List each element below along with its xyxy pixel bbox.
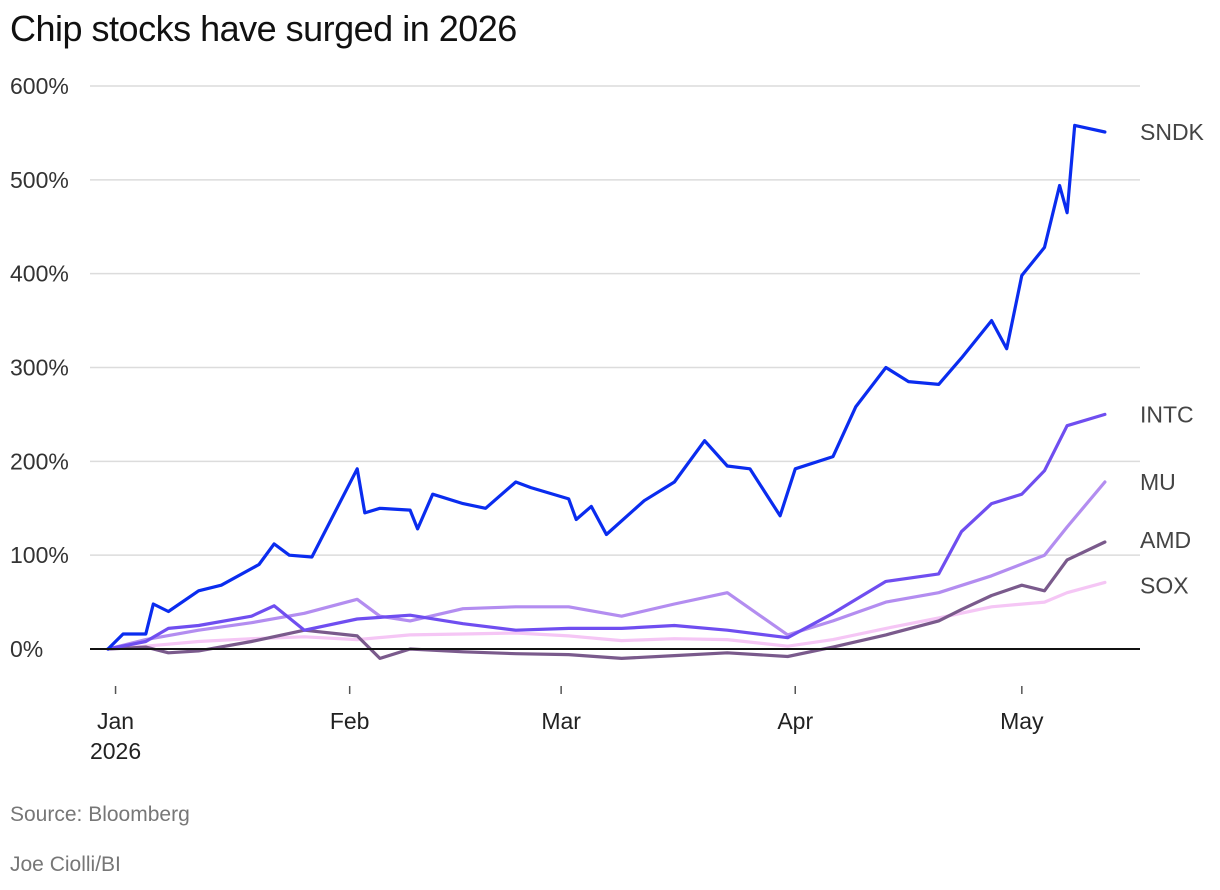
y-tick-label: 200% (10, 448, 69, 474)
x-tick-label: Jan (97, 708, 134, 734)
y-tick-label: 300% (10, 355, 69, 381)
series-label-sndk: SNDK (1140, 119, 1205, 145)
series-line-mu (106, 480, 1107, 651)
y-tick-label: 500% (10, 167, 69, 193)
y-tick-label: 600% (10, 73, 69, 99)
credit-line: Joe Ciolli/BI (10, 853, 121, 876)
series-label-amd: AMD (1140, 527, 1191, 553)
series-line-intc (106, 412, 1107, 651)
series-labels: SOX AMD MU INTC SNDK (1140, 119, 1205, 598)
x-tick-label: May (1000, 708, 1044, 734)
source-note: Source: Bloomberg (10, 803, 190, 826)
series-label-sox: SOX (1140, 572, 1189, 598)
series-line-amd (106, 540, 1107, 660)
y-axis-labels: 0% 100% 200% 300% 400% 500% 600% (10, 73, 69, 662)
x-tick-sublabel: 2026 (90, 738, 141, 764)
series-lines (106, 123, 1107, 660)
chart-title: Chip stocks have surged in 2026 (10, 8, 517, 49)
gridlines (90, 85, 1140, 556)
series-label-intc: INTC (1140, 401, 1194, 427)
x-axis: Jan 2026 Feb Mar Apr May (90, 686, 1044, 764)
x-tick-label: Mar (541, 708, 581, 734)
x-tick-label: Apr (777, 708, 813, 734)
series-label-mu: MU (1140, 469, 1176, 495)
x-tick-label: Feb (330, 708, 370, 734)
y-tick-label: 0% (10, 636, 43, 662)
series-line-sndk (106, 123, 1107, 651)
y-tick-label: 100% (10, 542, 69, 568)
y-tick-label: 400% (10, 261, 69, 287)
